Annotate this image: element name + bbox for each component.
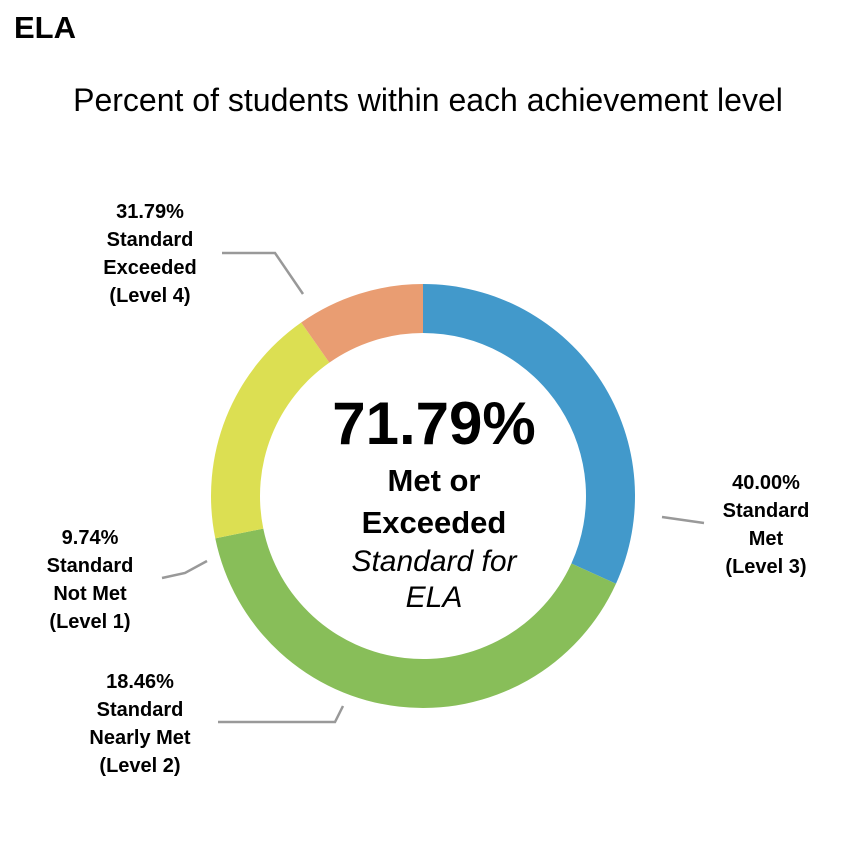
leader-line-level4 [222, 251, 305, 295]
slice-pct: 9.74% [61, 527, 119, 549]
center-line: Standard for [351, 545, 517, 578]
slice-label-line: Met [748, 528, 784, 550]
slice-label-line: (Level 3) [725, 556, 807, 578]
slice-pct: 18.46% [106, 671, 174, 693]
slice-label-line: Not Met [53, 583, 127, 605]
center-value: 71.79% [332, 390, 536, 457]
donut-slice-level3 [215, 528, 616, 709]
slice-label-line: (Level 4) [109, 285, 191, 307]
center-line: Exceeded [361, 505, 507, 540]
leader-line-level2 [218, 705, 345, 724]
center-line: Met or [387, 463, 481, 498]
slice-label-line: Standard [106, 229, 194, 251]
slice-label-level3: 40.00% Standard Met (Level 3) [686, 469, 846, 581]
slice-pct: 31.79% [116, 201, 184, 223]
chart-title: Percent of students within each achievem… [73, 82, 783, 118]
leader-line-level1 [161, 559, 208, 580]
slice-label-level2: 18.46% Standard Nearly Met (Level 2) [60, 668, 220, 780]
slice-label-level4: 31.79% Standard Exceeded (Level 4) [70, 198, 230, 310]
section-heading: ELA [14, 10, 76, 45]
center-line: ELA [405, 581, 463, 614]
donut-center-text: 71.79% Met or Exceeded Standard for ELA [272, 388, 596, 616]
slice-pct: 40.00% [732, 472, 800, 494]
donut-slice-level2 [211, 322, 330, 539]
slice-label-line: Standard [722, 500, 810, 522]
donut-slice-level4 [423, 284, 635, 584]
slice-label-level1: 9.74% Standard Not Met (Level 1) [10, 524, 170, 636]
slice-label-line: Standard [46, 555, 134, 577]
leader-line-level3 [661, 515, 705, 525]
slice-label-line: Nearly Met [89, 727, 191, 749]
slice-label-line: Standard [96, 699, 184, 721]
donut-slice-level1 [301, 284, 423, 363]
slice-label-line: Exceeded [103, 257, 197, 279]
slice-label-line: (Level 2) [99, 755, 181, 777]
slice-label-line: (Level 1) [49, 611, 131, 633]
